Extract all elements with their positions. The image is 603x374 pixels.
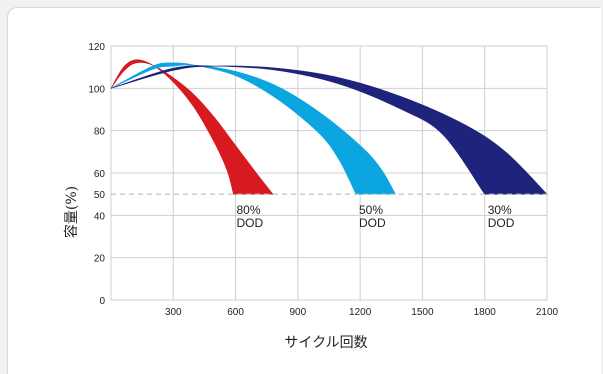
x-axis-title: サイクル回数 (284, 335, 367, 351)
dod-label-line: DOD (236, 216, 263, 230)
y-tick-label: 100 (88, 84, 105, 95)
x-tick-label: 300 (165, 307, 182, 318)
y-tick-label: 60 (94, 169, 106, 180)
x-tick-label: 1200 (349, 307, 372, 318)
dod-label-line: DOD (359, 216, 386, 230)
y-axis-title: 容量(%) (63, 186, 80, 238)
x-tick-label: 1500 (411, 307, 434, 318)
y-tick-label: 120 (88, 42, 105, 53)
x-tick-label: 600 (227, 307, 244, 318)
y-tick-label: 80 (94, 127, 106, 138)
x-tick-label: 2100 (536, 307, 559, 318)
x-tick-label: 1800 (474, 307, 497, 318)
tick-labels: 300 600 900 1200 1500 1800 2100 0 20 40 50 60 80 100 1… (88, 42, 558, 318)
y-tick-label: 0 (99, 296, 105, 307)
dod-bands (110, 59, 548, 195)
x-tick-label: 900 (290, 307, 307, 318)
band-30-dod (110, 65, 548, 195)
dod-label-line: DOD (488, 216, 515, 230)
y-tick-label: 20 (94, 254, 106, 265)
dod-label-line: 50% (359, 203, 383, 217)
band-50-dod (110, 62, 396, 195)
y-tick-label: 40 (94, 211, 106, 222)
band-80-dod (110, 59, 274, 195)
dod-label-line: 30% (488, 203, 512, 217)
dod-label-line: 80% (236, 203, 260, 217)
y-tick-label: 50 (94, 190, 106, 201)
